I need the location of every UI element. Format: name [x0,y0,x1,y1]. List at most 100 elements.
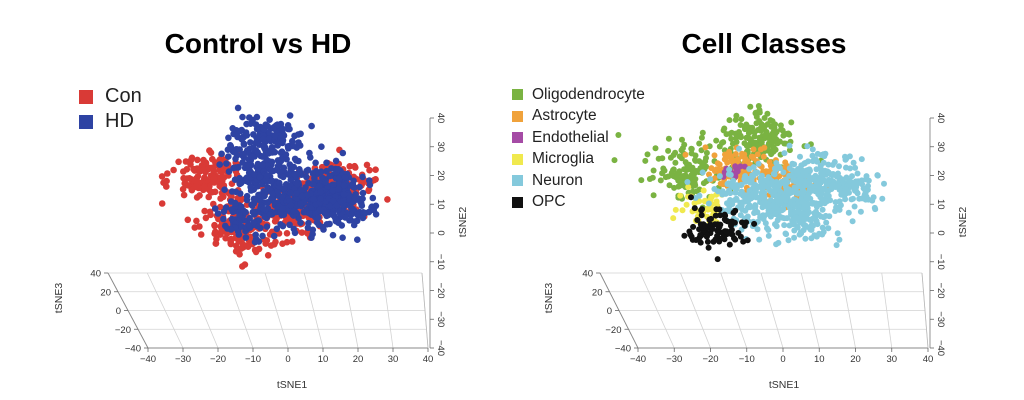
data-point [809,146,816,153]
data-point [291,229,299,237]
data-point [758,139,765,146]
data-point [659,170,666,177]
data-point [287,176,295,184]
data-point [823,219,830,226]
y-tick-label: 30 [435,141,446,152]
data-point [217,195,224,202]
data-point [289,137,296,145]
z-tick-label: −20 [115,325,131,336]
data-point [741,192,748,199]
data-point [240,141,248,148]
data-point [210,175,218,182]
data-point [216,203,224,211]
legend-swatch [512,89,523,101]
data-point [681,141,688,148]
data-point [737,122,744,128]
legend-item-oligodendrocyte: Oligodendrocyte [512,84,645,106]
x-tick-label: 30 [886,354,897,365]
data-point [748,128,755,135]
data-point [237,127,244,135]
data-point [825,225,832,232]
data-point [354,236,361,243]
data-point [818,170,825,177]
data-point [642,157,649,164]
data-point [737,233,744,240]
series-neuron [684,142,887,249]
data-point [765,174,772,181]
data-point [706,171,712,178]
legend-label: Con [105,85,142,107]
data-point [714,256,721,263]
x-tick-label: −40 [630,354,646,365]
data-point [358,202,366,209]
z-tick-label: 40 [582,269,593,280]
data-point [792,214,799,221]
data-point [306,210,313,217]
data-point [804,143,811,150]
data-point [194,156,201,164]
data-point [762,198,769,205]
data-point [697,239,704,246]
data-point [241,150,248,158]
data-point [284,125,292,133]
data-point [795,180,802,187]
data-point [733,195,740,202]
data-point [331,214,339,222]
y-tick-label: 30 [935,141,946,152]
data-point [307,154,314,161]
data-point [808,235,815,242]
data-point [789,221,796,228]
data-point [767,162,774,169]
data-point [733,139,740,145]
data-point [836,206,843,213]
data-point [615,132,622,138]
z-tick-label: −40 [125,344,141,355]
data-point [850,159,857,166]
data-point [216,156,224,163]
data-point [670,215,677,222]
data-point [298,229,306,236]
data-point [834,230,841,237]
data-point [763,130,770,137]
data-point [709,226,716,232]
data-point [679,207,686,214]
data-point [809,199,816,206]
data-point [290,163,298,171]
data-point [217,174,224,181]
data-point [753,120,760,127]
data-point [205,193,212,201]
x-tick-label: −30 [666,354,682,365]
data-point [762,203,769,209]
data-point [820,214,827,221]
data-point [246,114,253,121]
chart-cell-classes: Cell Classes −40 −30 −20 −10 0 10 20 30 40 40 20 0 −… [512,0,1024,400]
data-point [851,203,858,210]
data-point [672,206,679,213]
data-point [229,125,236,132]
data-point [339,149,347,157]
data-point [359,189,367,197]
z-axis-label: tSNE3 [53,283,65,314]
data-point [799,173,806,179]
y-tick-label: 40 [435,113,446,124]
data-point [717,235,724,242]
data-point [799,210,805,217]
data-point [751,133,758,140]
data-point [158,173,166,180]
data-point [757,174,764,181]
data-point [339,234,346,241]
data-point [335,185,342,193]
data-point [722,155,729,162]
data-point [771,188,778,195]
data-point [300,208,308,216]
data-point [690,179,697,186]
x-tick-label: 40 [423,354,434,365]
data-point [825,187,832,194]
y-tick-label: 0 [435,230,446,235]
data-point [363,161,371,169]
data-point [242,234,250,241]
data-point [775,193,781,200]
data-point [756,236,763,243]
data-point [328,165,335,172]
